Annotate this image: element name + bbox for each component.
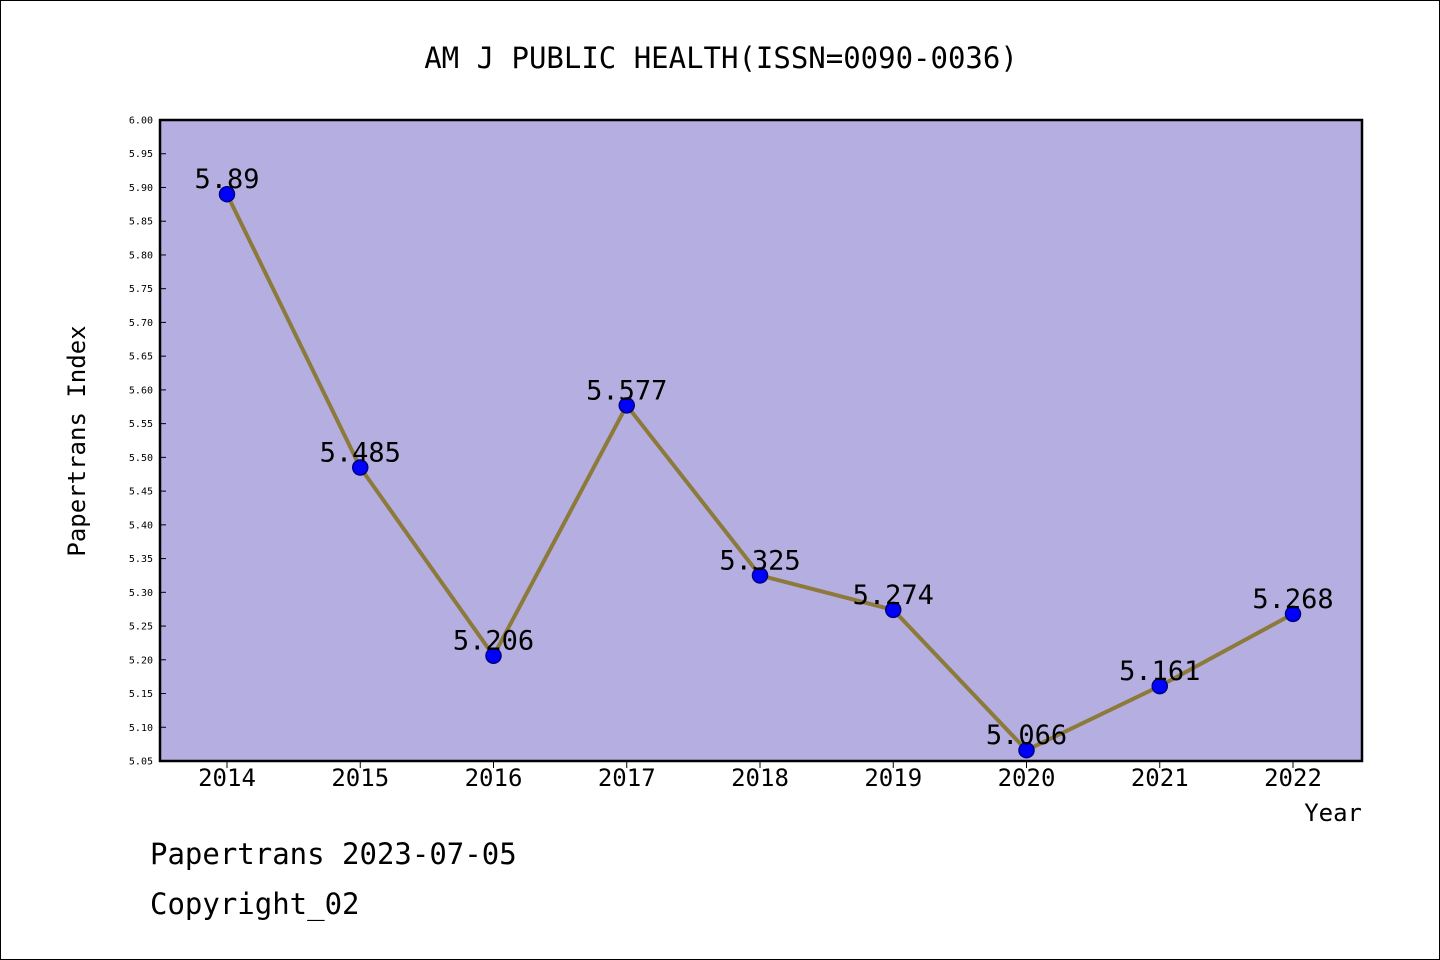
x-tick-label: 2020 <box>998 764 1056 792</box>
data-label: 5.325 <box>719 545 800 576</box>
y-tick-label: 5.60 <box>129 385 153 396</box>
y-tick-label: 5.50 <box>129 453 153 464</box>
y-tick-label: 5.85 <box>129 217 153 228</box>
y-tick-label: 5.15 <box>129 689 153 700</box>
y-tick-label: 5.30 <box>129 588 153 599</box>
data-point <box>885 601 902 619</box>
y-tick-label: 5.35 <box>129 554 153 565</box>
x-tick-label: 2017 <box>598 764 656 792</box>
y-tick-label: 5.95 <box>129 149 153 160</box>
x-tick-label: 2022 <box>1264 764 1322 792</box>
y-tick-label: 5.90 <box>129 183 153 194</box>
x-tick-label: 2015 <box>331 764 389 792</box>
y-tick-label: 5.25 <box>129 622 153 633</box>
y-tick-label: 5.40 <box>129 520 153 531</box>
x-tick-label: 2018 <box>731 764 789 792</box>
data-label: 5.274 <box>853 580 934 611</box>
footer-copyright: Copyright_02 <box>150 887 360 921</box>
y-tick-label: 5.55 <box>129 419 153 430</box>
plot-area <box>160 120 1362 761</box>
y-tick-label: 6.00 <box>129 116 153 127</box>
x-tick-label: 2019 <box>864 764 922 792</box>
data-label: 5.268 <box>1252 584 1333 615</box>
y-tick-label: 5.20 <box>129 655 153 666</box>
y-tick-label: 5.10 <box>129 723 153 734</box>
data-label: 5.485 <box>320 437 401 468</box>
y-tick-label: 5.65 <box>129 352 153 363</box>
data-point <box>1284 605 1302 623</box>
data-point <box>751 567 769 584</box>
data-point <box>485 647 502 664</box>
y-tick-label: 5.70 <box>129 318 153 329</box>
data-label: 5.206 <box>453 626 534 657</box>
x-axis-label: Year <box>1304 799 1362 827</box>
data-label: 5.89 <box>194 164 259 195</box>
data-point <box>1018 741 1035 759</box>
data-point <box>618 397 635 414</box>
y-tick-label: 5.75 <box>129 284 153 295</box>
x-tick-label: 2021 <box>1131 764 1189 792</box>
data-label: 5.161 <box>1119 656 1200 687</box>
chart-title: AM J PUBLIC HEALTH(ISSN=0090-0036) <box>424 41 1018 75</box>
data-label: 5.577 <box>586 375 667 406</box>
data-point <box>1151 677 1168 695</box>
data-label: 5.066 <box>986 720 1067 751</box>
data-point <box>218 185 236 203</box>
footer-date: Papertrans 2023-07-05 <box>150 837 517 871</box>
y-tick-label: 5.80 <box>129 250 153 261</box>
y-tick-label: 5.05 <box>129 757 153 768</box>
data-point <box>352 459 369 476</box>
y-axis-label: Papertrans Index <box>63 325 91 556</box>
plot-frame <box>158 118 1364 763</box>
x-tick-label: 2014 <box>198 764 256 792</box>
y-tick-label: 5.45 <box>129 487 153 498</box>
x-tick-label: 2016 <box>465 764 523 792</box>
